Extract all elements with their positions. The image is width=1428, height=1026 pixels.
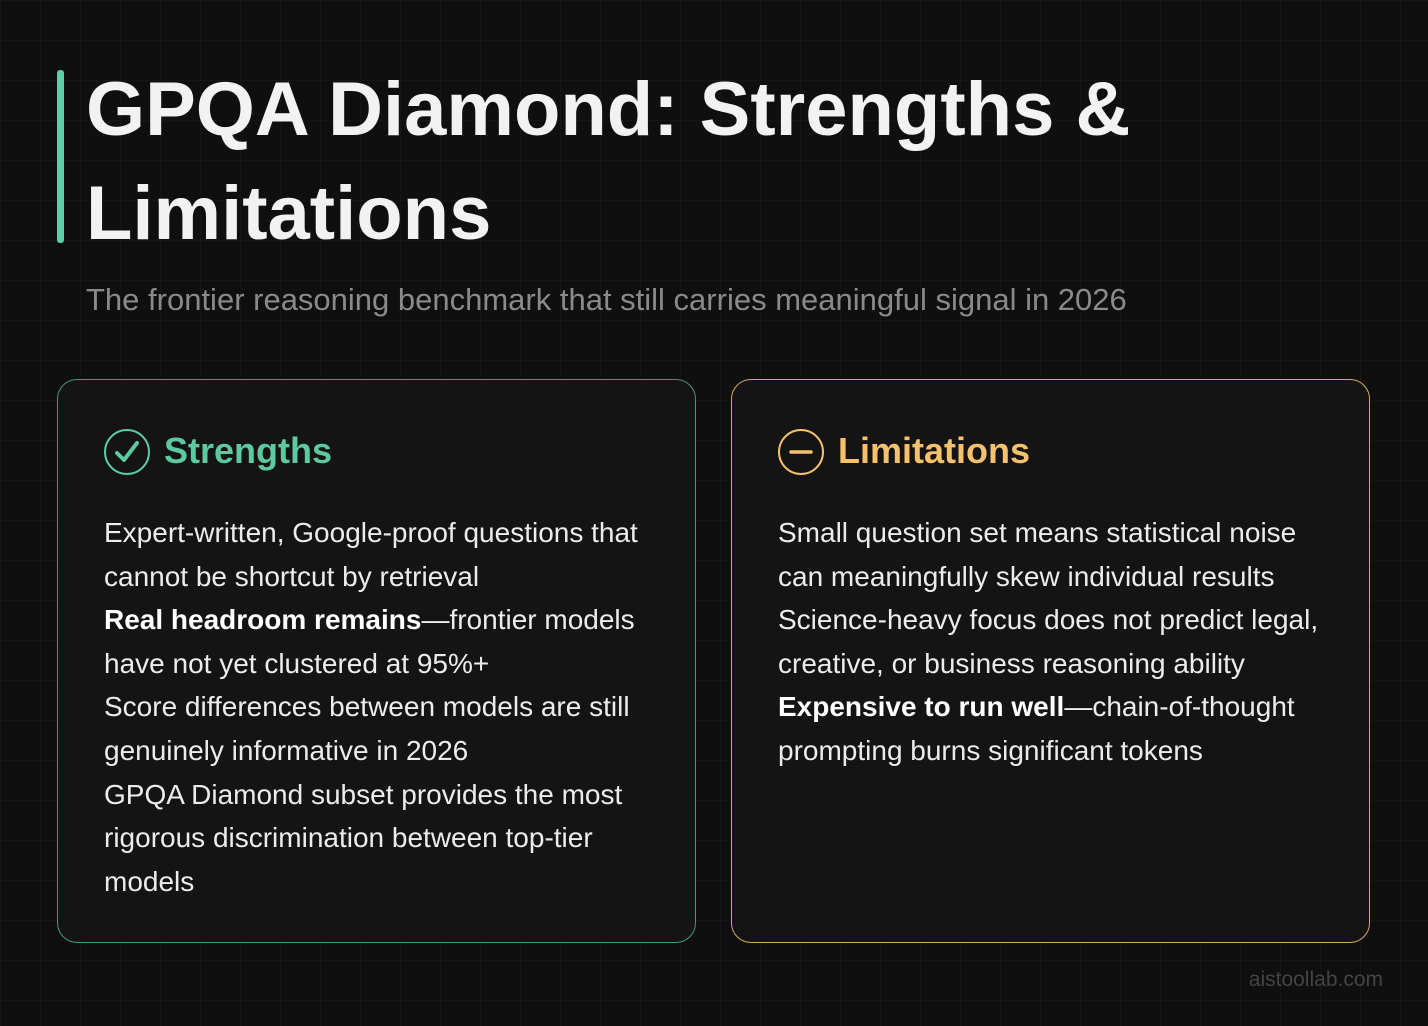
- item-text: Expert-written, Google-proof questions t…: [104, 517, 638, 592]
- title: GPQA Diamond: Strengths & Limitations: [86, 67, 1131, 256]
- item-text: Science-heavy focus does not predict leg…: [778, 604, 1319, 679]
- item-list: Expert-written, Google-proof questions t…: [104, 511, 664, 903]
- item: GPQA Diamond subset provides the most ri…: [104, 773, 664, 904]
- limitations-card: Limitations Small question set means sta…: [731, 379, 1370, 943]
- item-text: Score differences between models are sti…: [104, 691, 630, 766]
- item: Science-heavy focus does not predict leg…: [778, 598, 1338, 685]
- item-text: GPQA Diamond subset provides the most ri…: [104, 778, 623, 897]
- item-text: Small question set means statistical noi…: [778, 517, 1297, 592]
- item: Small question set means statistical noi…: [778, 511, 1338, 598]
- item-text: —chain-of-thought prompting burns signif…: [778, 691, 1295, 766]
- accent-bar: [57, 70, 64, 243]
- item-list: Small question set means statistical noi…: [778, 511, 1338, 773]
- item-text: —frontier models have not yet clustered …: [104, 604, 635, 679]
- item-bold: Real headroom remains: [104, 604, 422, 636]
- minus-icon: [778, 429, 824, 475]
- card-title: Limitations: [838, 430, 1031, 471]
- item-bold: Expensive to run well: [778, 691, 1065, 723]
- item: Expensive to run well—chain-of-thought p…: [778, 685, 1338, 772]
- watermark: aistoollab.com: [1248, 968, 1383, 991]
- card-title: Strengths: [164, 430, 333, 471]
- subtitle: The frontier reasoning benchmark that st…: [86, 282, 1127, 317]
- check-icon: [104, 429, 150, 475]
- item: Score differences between models are sti…: [104, 685, 664, 772]
- item: Real headroom remains—frontier models ha…: [104, 598, 664, 685]
- strengths-card: Strengths Expert-written, Google-proof q…: [57, 379, 696, 943]
- item: Expert-written, Google-proof questions t…: [104, 511, 664, 598]
